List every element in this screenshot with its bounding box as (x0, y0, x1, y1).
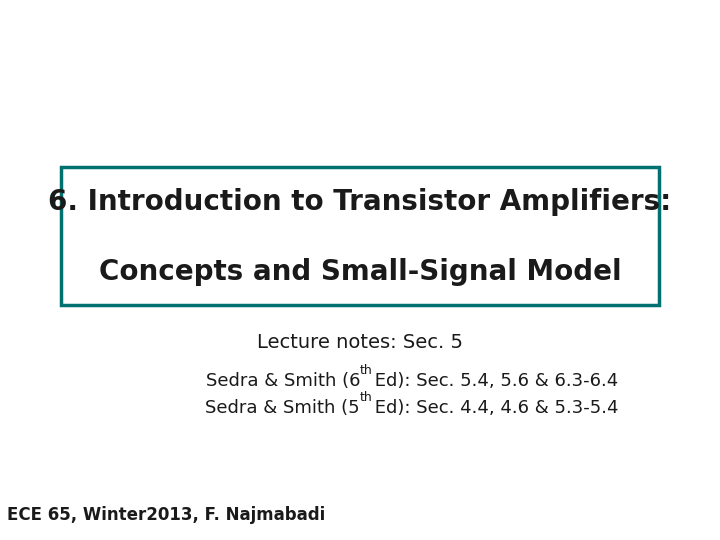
Text: th: th (360, 364, 373, 377)
FancyBboxPatch shape (61, 167, 659, 305)
Text: Ed): Sec. 5.4, 5.6 & 6.3-6.4: Ed): Sec. 5.4, 5.6 & 6.3-6.4 (369, 372, 618, 390)
Text: ECE 65, Winter2013, F. Najmabadi: ECE 65, Winter2013, F. Najmabadi (7, 506, 325, 524)
Text: Concepts and Small-Signal Model: Concepts and Small-Signal Model (99, 258, 621, 286)
Text: th: th (360, 391, 373, 404)
Text: Sedra & Smith (6: Sedra & Smith (6 (205, 372, 360, 390)
Text: 6. Introduction to Transistor Amplifiers:: 6. Introduction to Transistor Amplifiers… (48, 188, 672, 217)
Text: Sedra & Smith (5: Sedra & Smith (5 (205, 399, 360, 417)
Text: Ed): Sec. 4.4, 4.6 & 5.3-5.4: Ed): Sec. 4.4, 4.6 & 5.3-5.4 (369, 399, 618, 417)
Text: Lecture notes: Sec. 5: Lecture notes: Sec. 5 (257, 333, 463, 353)
